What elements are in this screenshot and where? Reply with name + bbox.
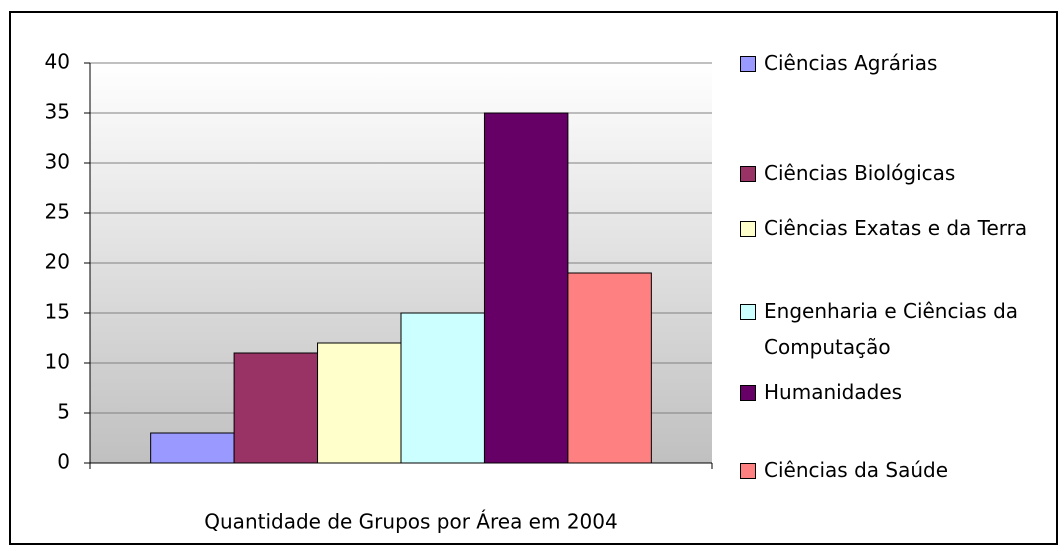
y-tick-label: 40 [45, 50, 70, 74]
bar [150, 432, 235, 464]
legend-label: Engenharia e Ciências da Computação [764, 299, 1019, 359]
bar [317, 342, 402, 464]
bar [233, 352, 319, 464]
legend-item: Ciências Exatas e da Terra [740, 210, 1054, 246]
bar [483, 112, 569, 464]
legend-item: Ciências Biológicas [740, 155, 1054, 191]
legend-label: Ciências Exatas e da Terra [764, 216, 1028, 240]
y-tick-label: 15 [45, 300, 70, 324]
legend-item: Humanidades [740, 374, 1054, 410]
y-tick-label: 0 [57, 450, 70, 474]
y-tick-label: 5 [57, 400, 70, 424]
legend-item: Ciências Agrárias [740, 45, 1054, 81]
legend-swatch [740, 304, 756, 320]
legend-item: Engenharia e Ciências da Computação [740, 293, 1054, 365]
legend-swatch [740, 385, 756, 401]
legend-label: Ciências Agrárias [764, 51, 938, 75]
x-tick-label: Quantidade de Grupos por Área em 2004 [204, 510, 617, 534]
y-tick-label: 25 [45, 200, 70, 224]
legend-swatch [740, 463, 756, 479]
legend-swatch [740, 56, 756, 72]
legend-label: Humanidades [764, 380, 903, 404]
legend-label: Ciências da Saúde [764, 458, 949, 482]
legend-swatch [740, 221, 756, 237]
y-tick-label: 30 [45, 150, 70, 174]
bar [400, 312, 485, 464]
y-tick-label: 35 [45, 100, 70, 124]
y-tick-label: 20 [45, 250, 70, 274]
y-tick-label: 10 [45, 350, 70, 374]
bar [567, 272, 652, 464]
legend-swatch [740, 166, 756, 182]
legend-label: Ciências Biológicas [764, 161, 956, 185]
legend-item: Ciências da Saúde [740, 452, 1054, 488]
